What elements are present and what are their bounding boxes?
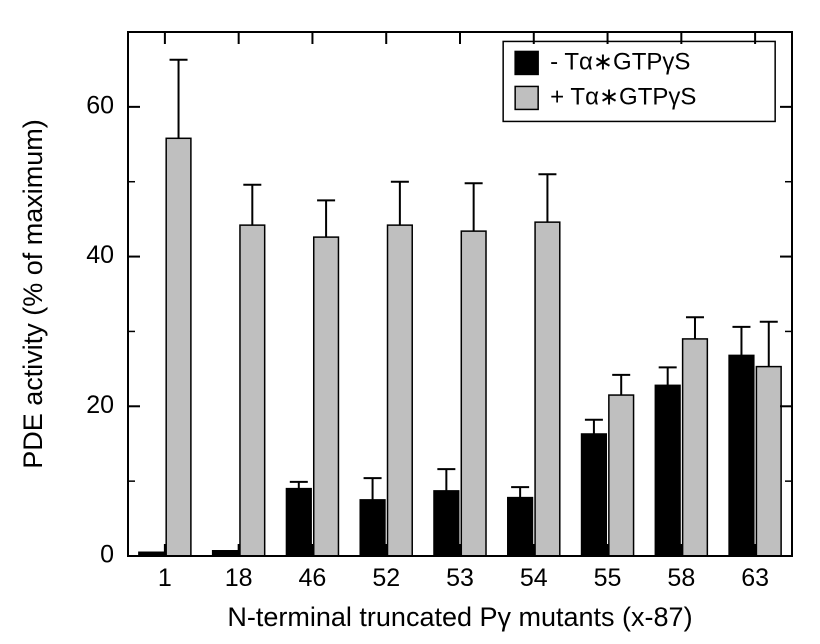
x-tick-label: 1 [158, 564, 172, 592]
x-axis-label: N-terminal truncated Pγ mutants (x-87) [227, 602, 692, 632]
x-tick-label: 52 [372, 564, 400, 592]
bar-minus-52 [360, 500, 385, 556]
legend-label-minus: - Tα∗GTPγS [550, 48, 690, 75]
x-tick-label: 53 [446, 564, 474, 592]
bar-plus-58 [683, 339, 708, 556]
legend-swatch-plus [515, 86, 538, 109]
bar-plus-52 [388, 225, 413, 556]
y-axis-label: PDE activity (% of maximum) [18, 119, 48, 469]
bar-minus-55 [582, 434, 607, 556]
bar-minus-53 [434, 491, 459, 556]
x-tick-label: 18 [225, 564, 253, 592]
y-tick-label: 40 [86, 241, 114, 269]
bar-plus-54 [535, 222, 560, 556]
x-tick-label: 55 [594, 564, 622, 592]
legend-swatch-minus [515, 51, 538, 74]
y-tick-label: 0 [100, 541, 114, 569]
x-tick-label: 54 [520, 564, 548, 592]
x-tick-label: 63 [741, 564, 769, 592]
bar-chart: 0 20 40 60 1 18 46 52 53 54 55 58 63 PDE activity (% … [0, 0, 820, 644]
bar-plus-18 [240, 225, 265, 556]
bar-plus-1 [166, 138, 191, 556]
chart-container: 0 20 40 60 1 18 46 52 53 54 55 58 63 PDE activity (% … [0, 0, 820, 644]
bar-plus-53 [461, 231, 486, 556]
bar-plus-63 [756, 367, 781, 556]
legend-label-plus: + Tα∗GTPγS [550, 83, 696, 110]
bar-plus-55 [609, 395, 634, 556]
x-tick-label: 46 [299, 564, 327, 592]
bar-minus-63 [729, 355, 754, 556]
y-tick-label: 60 [86, 91, 114, 119]
bar-minus-54 [508, 498, 533, 556]
bar-minus-46 [286, 489, 311, 556]
bar-minus-58 [655, 385, 680, 556]
x-tick-label: 58 [667, 564, 695, 592]
bar-plus-46 [314, 237, 339, 556]
y-tick-label: 20 [86, 391, 114, 419]
